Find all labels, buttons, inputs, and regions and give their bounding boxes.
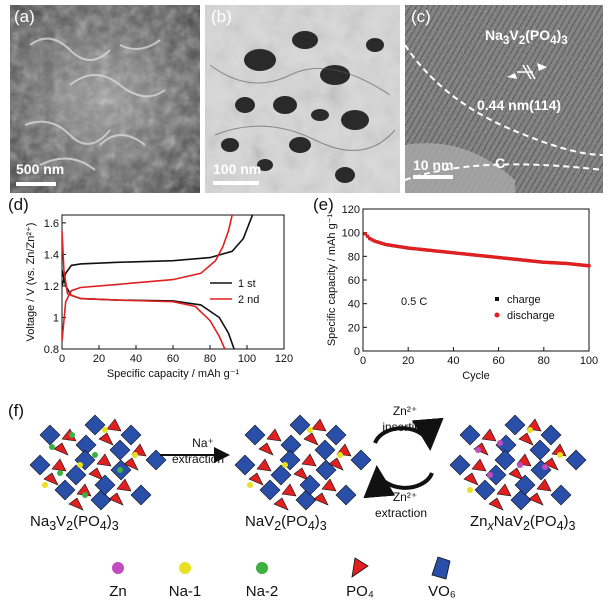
sem-image	[10, 5, 200, 193]
crystal-znxnav2po43	[449, 414, 587, 511]
y-tick-label: 1	[53, 312, 59, 324]
legend-label: charge	[507, 294, 541, 306]
legend-po4: PO₄	[346, 583, 374, 600]
x-tick-label: 60	[492, 355, 504, 367]
hrtem-image-panel: (c) Na3V2(PO4)3 0.44 nm(114) C 10 nm	[405, 5, 603, 193]
cycling-chart: 0 20 40 60 80 100 0 20 40 60 80 100 120 Cycle Specific…	[326, 204, 598, 382]
extraction-arrow-reverse	[363, 465, 434, 499]
x-tick-label: 100	[580, 355, 598, 367]
na-extraction-label: Na⁺ extraction	[172, 435, 228, 467]
zn-legend-icon	[112, 562, 124, 574]
series-line-charge	[62, 215, 233, 342]
panel-label: (b)	[211, 7, 232, 26]
structure3-label: ZnxNaV2(PO4)3	[470, 513, 576, 533]
scale-bar-label: 100 nm	[213, 161, 262, 177]
legend-marker	[494, 312, 500, 318]
hrtem-image	[405, 5, 603, 193]
compound-label: Na3V2(PO4)3	[485, 27, 568, 47]
legend-label: discharge	[507, 310, 555, 322]
y-tick-label: 0.8	[44, 344, 59, 356]
rate-annotation: 0.5 C	[401, 296, 427, 308]
y-tick-label: 0	[354, 346, 360, 358]
x-tick-label: 40	[447, 355, 459, 367]
y-tick-label: 1.6	[44, 218, 59, 230]
legend-vo6: VO₆	[428, 583, 456, 600]
step-ion: Zn²⁺	[392, 490, 418, 504]
x-axis-label: Specific capacity / mAh g⁻¹	[107, 368, 240, 380]
x-tick-label: 80	[538, 355, 550, 367]
na2-legend-icon	[256, 562, 268, 574]
panel-label: (d)	[8, 195, 29, 214]
step-action: extraction	[171, 452, 225, 466]
tem-image	[205, 5, 400, 193]
legend-na2: Na-2	[245, 583, 279, 600]
x-tick-label: 40	[130, 353, 142, 365]
y-tick-label: 1.2	[44, 281, 59, 293]
series-line-charge	[62, 215, 254, 287]
x-tick-label: 120	[275, 353, 293, 365]
x-axis-label: Cycle	[462, 370, 490, 382]
cycling-chart-panel: (e) 0 20 40 60 80 100 0 20 40 60 80 100 120 Cycle Spec…	[305, 195, 610, 390]
legend-na1: Na-1	[168, 583, 202, 600]
legend-marker	[495, 297, 499, 301]
scale-bar	[413, 175, 453, 179]
y-axis-label: Voltage / V (vs. Zn/Zn²⁺)	[25, 223, 37, 342]
panel-label: (e)	[313, 195, 334, 214]
charge-discharge-chart: 0 20 40 60 80 100 120 0.8 1 1.2 1.4 1.6 Specific cap…	[25, 214, 293, 380]
structure-schematic-panel: (f)	[0, 395, 610, 609]
carbon-layer-label: C	[495, 155, 506, 171]
scale-bar	[213, 181, 259, 185]
sem-image-panel: (a) 500 nm	[10, 5, 200, 193]
y-tick-label: 120	[342, 204, 360, 216]
po4-legend-icon	[351, 557, 369, 578]
vo6-legend-icon	[431, 556, 451, 580]
insertion-arrow	[373, 417, 444, 451]
x-tick-label: 20	[93, 353, 105, 365]
x-tick-label: 100	[238, 353, 256, 365]
legend-label: 2 nd	[238, 294, 259, 306]
series-line-discharge	[62, 230, 226, 349]
lattice-spacing-label: 0.44 nm(114)	[477, 97, 562, 113]
charge-discharge-chart-panel: (d) 0 20 40 60 80 100 120 0.8 1 1.2 1.4 1.6 Specific…	[0, 195, 305, 390]
x-tick-label: 0	[360, 355, 366, 367]
plot-frame	[362, 208, 590, 352]
y-tick-label: 60	[348, 275, 360, 287]
x-tick-label: 20	[402, 355, 414, 367]
crystal-na3v2po43	[29, 414, 167, 511]
discharge-point	[587, 264, 591, 268]
structure1-label: Na3V2(PO4)3	[30, 513, 119, 533]
step-ion: Na⁺	[192, 436, 214, 450]
panel-label: (a)	[14, 7, 35, 26]
structure-diagram	[29, 414, 587, 580]
crystal-nav2po43	[234, 414, 372, 511]
scale-bar	[16, 182, 56, 186]
y-tick-label: 20	[348, 322, 360, 334]
zn-extraction-label: Zn²⁺ extraction	[375, 489, 430, 521]
x-tick-label: 0	[59, 353, 65, 365]
step-action: insertion	[382, 420, 428, 434]
tem-image-panel: (b) 100 nm	[205, 5, 400, 193]
y-tick-label: 80	[348, 251, 360, 263]
x-tick-label: 80	[204, 353, 216, 365]
scale-bar-label: 10 nm	[413, 157, 454, 173]
legend-zn: Zn	[109, 583, 127, 600]
discharge-point	[365, 234, 370, 239]
structure2-label: NaV2(PO4)3	[245, 513, 327, 533]
step-ion: Zn²⁺	[392, 404, 418, 418]
y-tick-label: 40	[348, 299, 360, 311]
x-tick-label: 60	[167, 353, 179, 365]
y-tick-label: 1.4	[44, 249, 59, 261]
panel-label: (c)	[411, 7, 431, 26]
scale-bar-label: 500 nm	[16, 161, 65, 177]
na1-legend-icon	[179, 562, 191, 574]
panel-label: (f)	[8, 401, 25, 420]
y-tick-label: 100	[342, 228, 360, 240]
zn-insertion-label: Zn²⁺ insertion	[380, 403, 430, 435]
y-axis-label: Specific capacity / mAh g⁻¹	[326, 213, 338, 346]
step-action: extraction	[374, 506, 428, 520]
legend-label: 1 st	[238, 278, 256, 290]
discharge-point	[363, 232, 368, 236]
